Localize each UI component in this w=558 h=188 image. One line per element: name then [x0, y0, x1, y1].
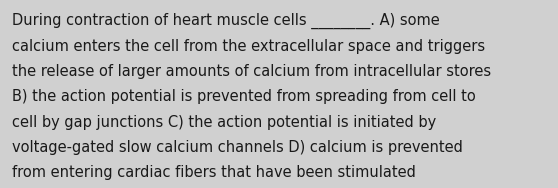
Text: cell by gap junctions C) the action potential is initiated by: cell by gap junctions C) the action pote…: [12, 115, 436, 130]
Text: from entering cardiac fibers that have been stimulated: from entering cardiac fibers that have b…: [12, 165, 416, 180]
Text: the release of larger amounts of calcium from intracellular stores: the release of larger amounts of calcium…: [12, 64, 492, 79]
Text: During contraction of heart muscle cells ________. A) some: During contraction of heart muscle cells…: [12, 13, 440, 29]
Text: B) the action potential is prevented from spreading from cell to: B) the action potential is prevented fro…: [12, 89, 476, 104]
Text: calcium enters the cell from the extracellular space and triggers: calcium enters the cell from the extrace…: [12, 39, 485, 54]
Text: voltage-gated slow calcium channels D) calcium is prevented: voltage-gated slow calcium channels D) c…: [12, 140, 463, 155]
